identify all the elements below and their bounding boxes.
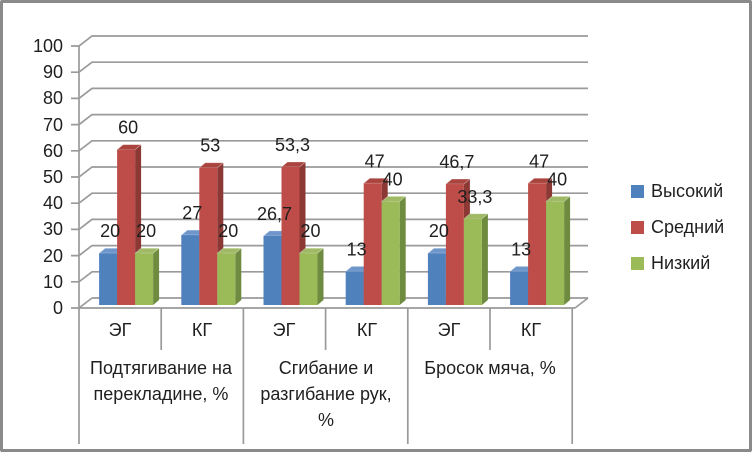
y-axis-label: 90: [42, 62, 63, 83]
bar: [528, 183, 547, 305]
value-label: 47: [365, 151, 385, 171]
value-label: 20: [218, 221, 238, 241]
y-axis-label: 50: [42, 167, 63, 187]
value-label: 60: [118, 118, 138, 138]
value-label: 47: [529, 151, 549, 171]
value-label: 40: [383, 169, 403, 189]
y-axis-label: 40: [42, 193, 63, 214]
legend-item: Средний: [631, 216, 724, 238]
gridline: [71, 270, 588, 283]
y-axis-label: 80: [42, 88, 63, 109]
category-label: ЭГ: [437, 319, 461, 340]
bar: [463, 218, 482, 305]
bar: [263, 235, 282, 305]
bar: [281, 166, 300, 305]
legend-swatch-icon: [631, 256, 644, 270]
bar: [445, 184, 464, 305]
gridline: [71, 113, 588, 126]
bar-side-face: [564, 196, 571, 305]
value-label: 46,7: [439, 152, 474, 172]
bar: [546, 201, 565, 305]
bar-side-face: [235, 248, 242, 305]
group-label: Подтягивание на перекладине, %: [90, 358, 232, 404]
gridline: [71, 35, 588, 47]
bar-side-face: [399, 196, 406, 305]
legend-label: Средний: [651, 216, 725, 237]
bar: [117, 149, 136, 305]
y-axis-label: 30: [42, 219, 63, 240]
value-label: 20: [429, 221, 449, 241]
floor-right-edge: [574, 297, 589, 309]
category-label: ЭГ: [272, 319, 296, 340]
group-label: Сгибание и разгибание рук, %: [260, 358, 392, 430]
chart-plot: 20602027532026,753,3201347402046,733,313…: [71, 35, 589, 444]
value-label: 27: [182, 203, 202, 223]
bar: [135, 253, 154, 305]
bar-side-face: [317, 248, 324, 305]
gridline: [71, 218, 588, 231]
floor-left-edge: [78, 297, 93, 309]
bar: [427, 253, 446, 305]
bar-side-face: [481, 213, 488, 305]
bar: [99, 253, 118, 305]
value-label: 40: [547, 169, 567, 189]
bar-side-face: [153, 248, 160, 305]
legend-item: Высокий: [631, 180, 724, 202]
y-axis-label: 10: [42, 271, 63, 292]
value-label: 13: [511, 239, 531, 259]
category-label: КГ: [191, 319, 213, 340]
bar: [217, 253, 236, 305]
value-label: 53,3: [275, 135, 310, 155]
legend: Высокий Средний Низкий: [631, 180, 724, 274]
legend-swatch-icon: [631, 184, 644, 198]
bar: [181, 235, 200, 305]
gridline: [71, 139, 588, 152]
y-axis-label: 100: [32, 36, 63, 56]
category-label: КГ: [356, 319, 378, 340]
bar: [510, 271, 529, 305]
value-label: 26,7: [257, 204, 292, 224]
value-label: 20: [100, 221, 120, 241]
y-axis-label: 70: [42, 114, 63, 135]
bar: [345, 271, 364, 305]
bar: [299, 253, 318, 305]
bar: [363, 183, 382, 305]
value-label: 20: [136, 221, 156, 241]
legend-swatch-icon: [631, 220, 644, 234]
bar: [199, 167, 218, 305]
legend-item: Низкий: [631, 252, 724, 274]
legend-label: Высокий: [651, 180, 724, 201]
y-axis-label: 20: [42, 245, 63, 266]
bar: [381, 201, 400, 305]
gridline: [71, 166, 588, 178]
value-label: 13: [347, 239, 367, 259]
value-label: 33,3: [457, 187, 492, 207]
gridline: [71, 87, 588, 100]
group-label: Бросок мяча, %: [424, 358, 556, 378]
category-label: КГ: [520, 319, 542, 340]
legend-label: Низкий: [651, 252, 711, 273]
category-label: ЭГ: [108, 319, 132, 340]
gridline: [71, 192, 588, 205]
gridline: [71, 61, 588, 74]
value-label: 53: [200, 136, 220, 156]
y-axis-label: 0: [52, 298, 63, 318]
gridline: [71, 244, 588, 257]
y-axis-label: 60: [42, 140, 63, 161]
value-label: 20: [300, 221, 320, 241]
